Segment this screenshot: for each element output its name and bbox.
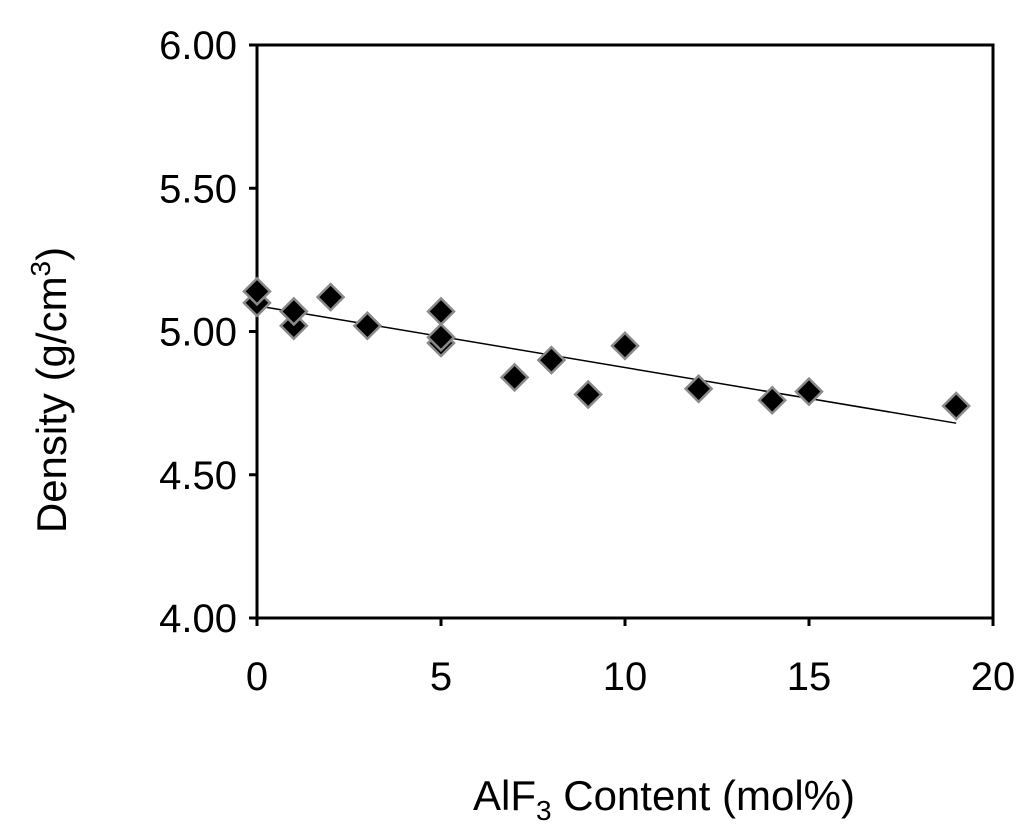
data-point xyxy=(242,276,272,307)
x-axis-title: AlF3 Content (mol%) xyxy=(473,772,855,826)
data-point xyxy=(941,391,971,421)
x-tick-labels: 0 5 10 15 20 xyxy=(246,618,1015,699)
y-tick-label: 5.50 xyxy=(159,167,237,211)
data-point xyxy=(536,345,567,375)
data-point xyxy=(794,376,824,407)
y-tick-labels: 4.00 4.50 5.00 5.50 6.00 xyxy=(159,24,257,641)
y-tick-label: 5.00 xyxy=(159,311,237,355)
x-tick-label: 20 xyxy=(971,655,1016,699)
data-point xyxy=(757,385,787,416)
data-point xyxy=(315,282,346,312)
data-point xyxy=(683,374,714,404)
y-tick-label: 4.50 xyxy=(159,454,237,498)
x-tick-label: 15 xyxy=(787,655,832,699)
y-tick-label: 6.00 xyxy=(159,24,237,68)
data-points xyxy=(242,276,971,421)
x-tick-label: 0 xyxy=(246,655,268,699)
x-tick-label: 10 xyxy=(603,655,648,699)
data-point xyxy=(499,362,530,393)
y-axis-title: Density (g/cm3) xyxy=(25,247,75,533)
data-point xyxy=(573,379,603,410)
data-point xyxy=(426,322,456,352)
data-point xyxy=(610,331,640,361)
data-point xyxy=(279,296,309,327)
data-point xyxy=(426,296,456,327)
data-point xyxy=(352,311,383,341)
x-tick-label: 5 xyxy=(430,655,452,699)
y-tick-label: 4.00 xyxy=(159,597,237,641)
